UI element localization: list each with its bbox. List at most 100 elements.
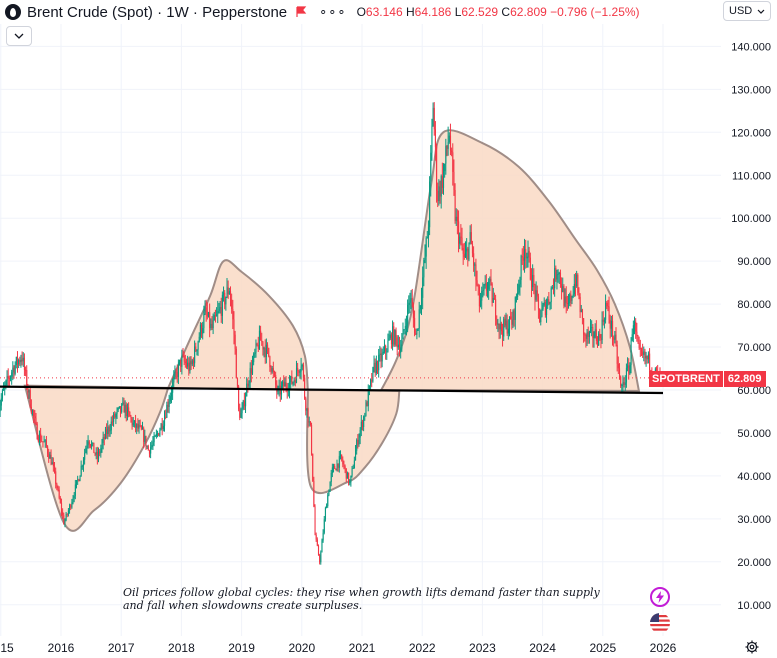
candle-body xyxy=(615,334,617,345)
time-tick-label: 2023 xyxy=(469,641,496,655)
candle-body xyxy=(544,302,546,316)
candle-body xyxy=(492,297,494,303)
candle-body xyxy=(585,334,587,339)
candle-body xyxy=(562,286,564,292)
candle-body xyxy=(293,380,295,383)
candle-body xyxy=(102,437,104,443)
settings-gear-icon[interactable] xyxy=(745,640,759,654)
candle-body xyxy=(160,423,162,431)
candle-body xyxy=(471,244,474,254)
candle-body xyxy=(490,278,492,284)
candle-body xyxy=(644,351,646,359)
candle-body xyxy=(608,306,610,320)
candle-body xyxy=(367,390,369,407)
candle-body xyxy=(107,426,109,434)
candle-body xyxy=(445,145,447,164)
interval-label[interactable]: 1W xyxy=(166,3,189,21)
symbol-name[interactable]: Brent Crude (Spot) xyxy=(27,3,153,21)
candle-body xyxy=(203,313,205,329)
candle-body xyxy=(363,416,365,427)
candle-body xyxy=(642,351,644,355)
candle-body xyxy=(42,441,44,443)
candle-body xyxy=(638,343,640,348)
badge-price: 62.809 xyxy=(722,371,766,387)
candle-body xyxy=(238,386,240,410)
chart-header: Brent Crude (Spot) · 1W · Pepperstone ∘∘… xyxy=(0,0,640,24)
candle-body xyxy=(35,418,37,424)
collapse-legend-button[interactable] xyxy=(6,26,32,46)
candle-body xyxy=(630,340,632,366)
candle-body xyxy=(100,448,102,454)
candle-body xyxy=(592,327,594,339)
candle-body xyxy=(140,426,142,430)
candle-body xyxy=(206,312,208,317)
candle-body xyxy=(643,351,645,355)
candle-body xyxy=(228,291,230,295)
candle-body xyxy=(433,107,435,130)
candle-body xyxy=(540,316,542,323)
candle-body xyxy=(395,330,397,338)
candle-body xyxy=(106,429,108,434)
candle-body xyxy=(495,299,497,320)
currency-selector[interactable]: USD xyxy=(723,1,771,21)
time-tick-label: 2020 xyxy=(288,641,315,655)
candle-body xyxy=(484,283,486,286)
candle-body xyxy=(636,331,638,337)
candle-body xyxy=(211,323,213,329)
flag-icon[interactable] xyxy=(295,6,307,18)
lightning-icon[interactable] xyxy=(650,587,670,607)
candle-body xyxy=(379,353,381,355)
candle-body xyxy=(128,407,130,412)
candle-body xyxy=(348,472,350,484)
candle-body xyxy=(245,396,247,407)
candle-body xyxy=(0,398,2,406)
candle-body xyxy=(466,248,468,252)
candle-body xyxy=(622,381,624,385)
candle-body xyxy=(285,382,287,388)
candle-body xyxy=(607,306,609,307)
candle-body xyxy=(243,400,245,407)
candle-body xyxy=(526,256,528,259)
candle-body xyxy=(312,453,314,482)
open-label: O xyxy=(356,5,366,19)
candle-body xyxy=(123,402,125,413)
candle-body xyxy=(337,463,339,468)
candle-body xyxy=(497,323,499,325)
us-flag-icon[interactable] xyxy=(650,613,670,633)
candle-body xyxy=(188,362,190,371)
price-axis[interactable]: 140.000 130.000 120.000 110.000 100.000 90.00… xyxy=(722,24,777,636)
more-options-icon[interactable]: ∘∘∘ xyxy=(319,4,347,19)
candle-body xyxy=(591,327,593,328)
candle-body xyxy=(326,505,328,509)
candle-body xyxy=(511,319,513,325)
time-axis[interactable]: 15 2016 2017 2018 2019 2020 2021 2022 2023 2024 20… xyxy=(0,636,722,658)
candle-body xyxy=(539,308,541,323)
candle-body xyxy=(333,465,335,468)
candle-body xyxy=(192,360,195,364)
candle-body xyxy=(180,360,182,367)
candle-body xyxy=(234,334,236,349)
candle-body xyxy=(599,333,601,339)
candle-body xyxy=(143,428,145,442)
candle-body xyxy=(161,423,163,430)
ohlc-values: O63.146 H64.186 L62.529 C62.809 −0.796 (… xyxy=(357,5,640,19)
symbol-title[interactable]: Brent Crude (Spot) · 1W · Pepperstone xyxy=(27,3,288,21)
candle-body xyxy=(529,257,531,280)
candle-body xyxy=(81,465,83,467)
candle-body xyxy=(481,290,483,301)
candle-body xyxy=(624,382,626,385)
candle-body xyxy=(197,341,199,350)
candle-body xyxy=(446,145,448,149)
price-tick-label: 20.000 xyxy=(737,557,771,569)
change-value: −0.796 (−1.25%) xyxy=(550,5,640,19)
candle-body xyxy=(276,384,278,392)
candle-body xyxy=(530,279,533,288)
candle-body xyxy=(478,286,480,307)
candle-body xyxy=(463,253,465,258)
candle-body xyxy=(142,428,144,430)
candle-body xyxy=(566,303,568,304)
candle-body xyxy=(510,316,512,320)
candle-body xyxy=(159,430,161,436)
candle-body xyxy=(517,292,519,297)
